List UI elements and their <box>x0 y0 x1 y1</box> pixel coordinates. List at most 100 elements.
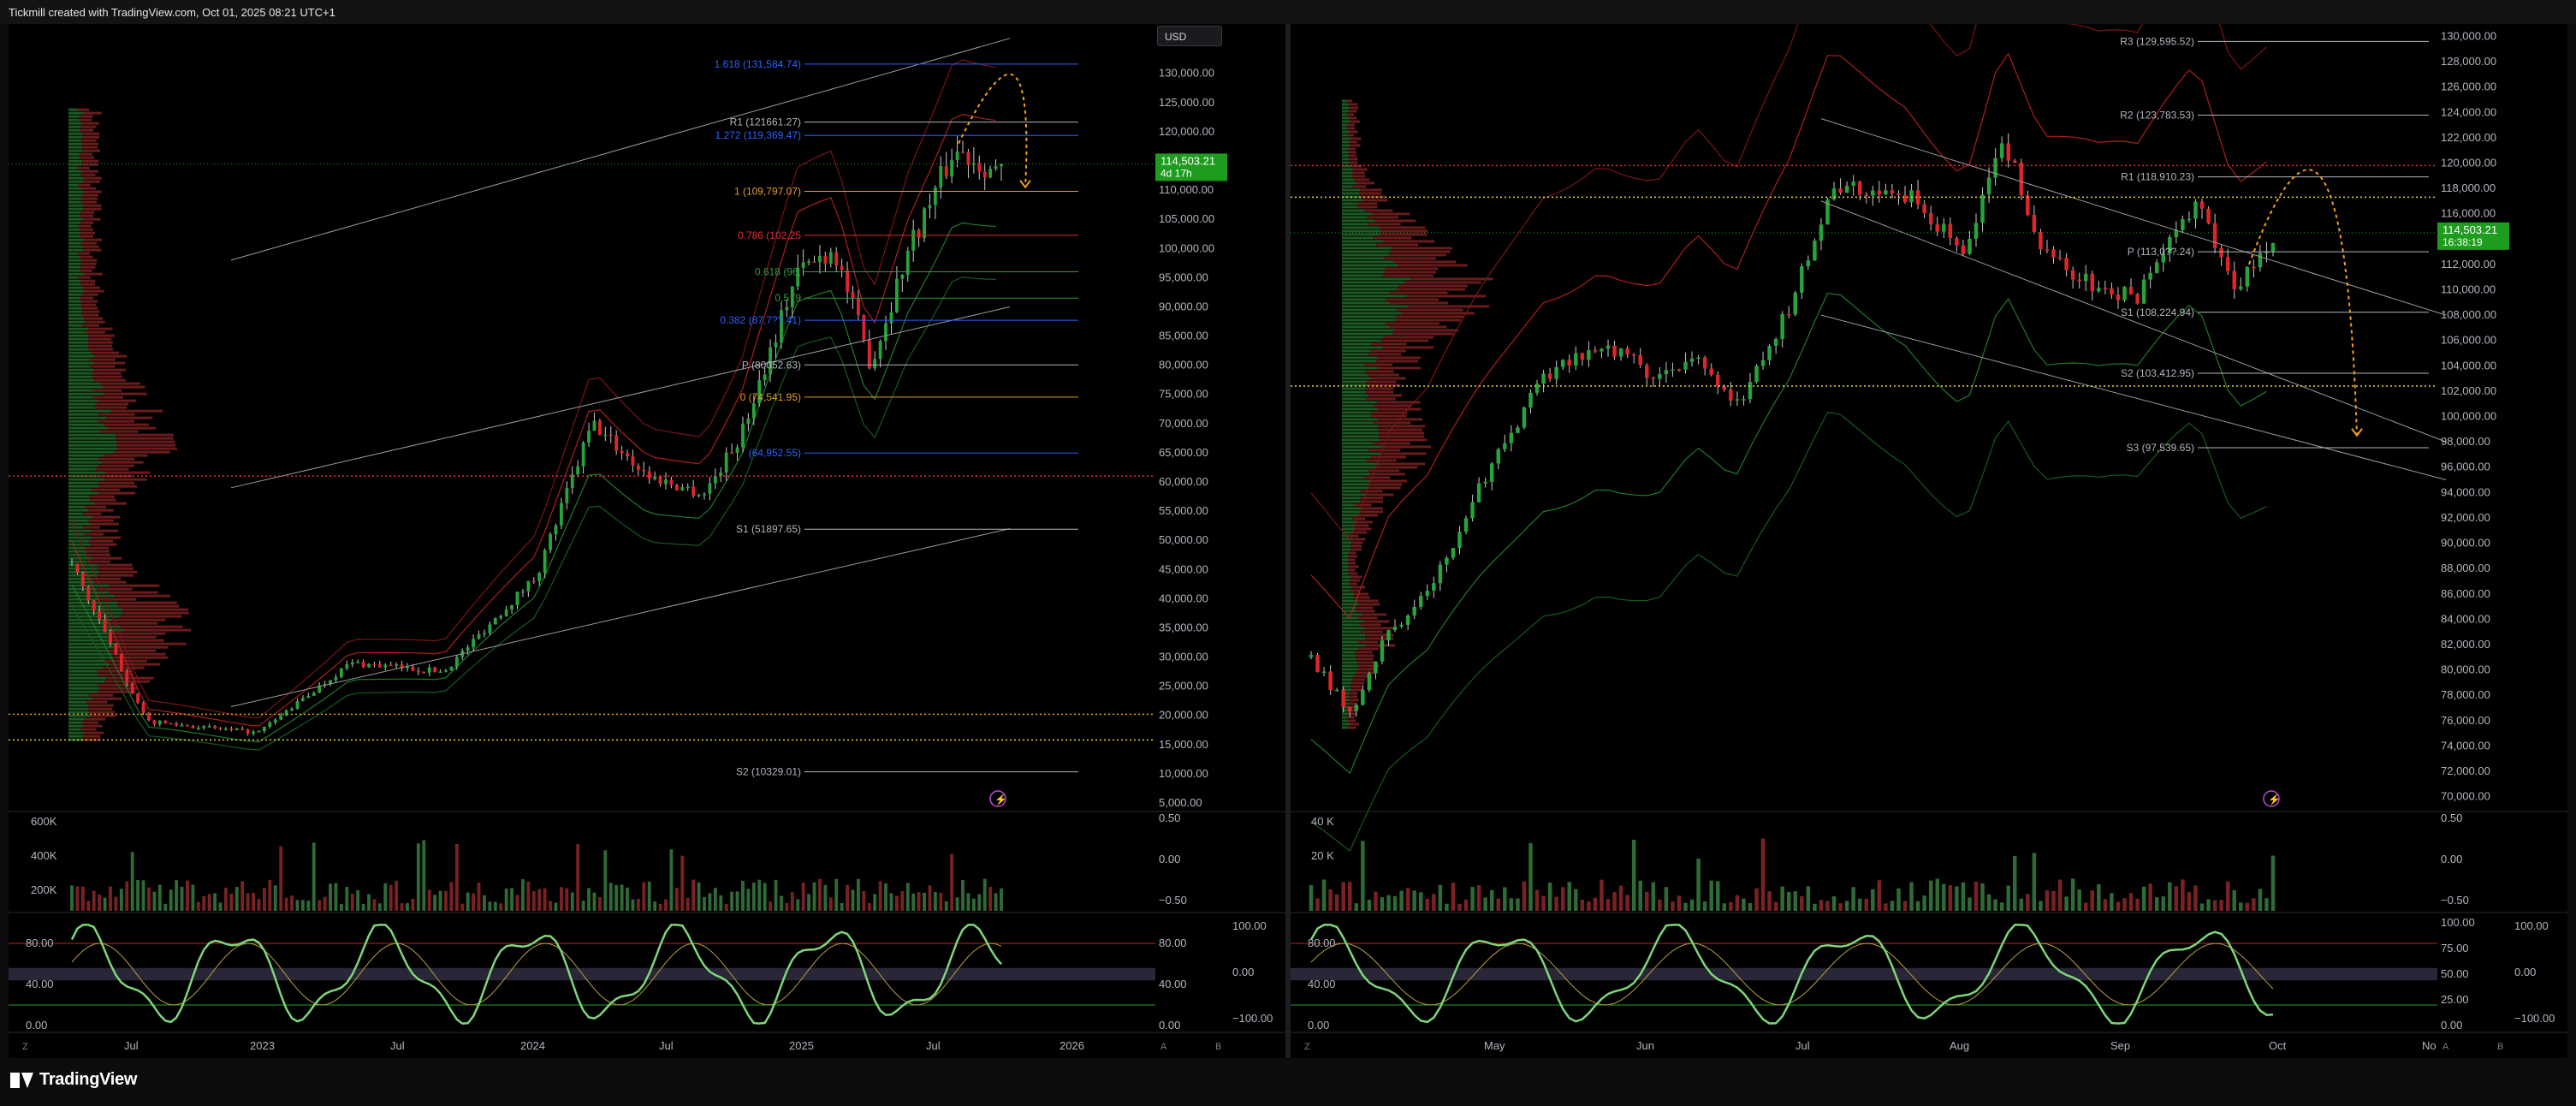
candle-down <box>834 252 839 266</box>
volume-bar <box>840 902 844 911</box>
candle-up <box>900 274 905 279</box>
volume-profile-bar <box>1354 592 1369 596</box>
volume-profile-bar <box>68 416 107 419</box>
candle-down <box>2070 270 2075 280</box>
volume-profile-bar <box>1349 555 1357 558</box>
volume-profile-bar <box>68 128 80 132</box>
volume-profile-bar <box>1348 147 1356 151</box>
volume-axis-label: 400K <box>31 849 57 862</box>
candle-down <box>730 452 734 455</box>
candle-up <box>2161 253 2166 263</box>
volume-profile-bar <box>1342 318 1396 322</box>
currency-button[interactable]: USD <box>1157 26 1222 46</box>
candle-down <box>1709 368 1713 375</box>
volume-profile-bar <box>1342 644 1366 647</box>
volume-profile-bar <box>1349 103 1358 106</box>
volume-profile-bar <box>121 642 187 645</box>
candle-up <box>785 306 789 311</box>
volume-profile-bar <box>68 279 81 282</box>
price-axis-label: 80,000.00 <box>1159 359 1208 372</box>
candle-up <box>202 726 206 728</box>
volume-bar <box>444 890 448 911</box>
tradingview-logo[interactable]: TradingView <box>10 1070 137 1090</box>
left-chart-canvas[interactable]: 130,000.00125,000.00120,000.00115,000.00… <box>9 24 1285 1058</box>
time-axis-label: Jul <box>390 1039 405 1052</box>
volume-profile-bar <box>1394 329 1459 332</box>
volume-profile-bar <box>68 365 90 368</box>
candle-down <box>614 435 619 451</box>
volume-profile-bar <box>1342 603 1359 606</box>
candle-up <box>234 728 239 730</box>
price-axis-label: 122,000.00 <box>2441 131 2496 144</box>
volume-bar <box>521 879 525 911</box>
volume-bar <box>483 895 486 911</box>
volume-profile-bar <box>114 594 170 598</box>
volume-profile-bar <box>1342 548 1351 551</box>
volume-profile-bar <box>106 676 154 680</box>
volume-bar <box>2258 889 2263 911</box>
volume-profile-bar <box>80 214 94 217</box>
volume-profile-bar <box>1342 325 1390 329</box>
volume-bar <box>818 878 822 911</box>
candle-up <box>1587 349 1591 360</box>
candle-up <box>449 666 454 671</box>
volume-bar <box>857 878 860 911</box>
volume-profile-bar <box>1366 380 1397 384</box>
volume-bar <box>653 901 657 911</box>
candle-down <box>647 471 651 479</box>
candle-up <box>1980 194 1985 223</box>
volume-profile-bar <box>1342 407 1378 411</box>
volume-bar <box>2264 898 2269 911</box>
volume-profile-bar <box>113 656 168 659</box>
volume-profile-bar <box>1404 281 1481 284</box>
volume-profile-bar <box>1342 575 1351 579</box>
candle-up <box>1534 384 1540 393</box>
volume-bar <box>1321 879 1327 911</box>
volume-bar <box>674 888 679 911</box>
volume-profile-bar <box>99 570 138 574</box>
volume-bar <box>614 884 619 911</box>
volume-profile-bar <box>1342 377 1371 380</box>
price-axis-label: 65,000.00 <box>1159 446 1208 459</box>
volume-profile-bar <box>1362 620 1390 623</box>
candle-up <box>1321 671 1327 674</box>
volume-bar <box>2032 853 2037 911</box>
volume-profile-bar <box>1360 490 1383 493</box>
oscillator-right-axis-label: 50.00 <box>2441 967 2469 980</box>
volume-bar <box>1825 901 1830 911</box>
volume-profile-bar <box>68 687 100 690</box>
right-chart-canvas[interactable]: 130,000.00128,000.00126,000.00124,000.00… <box>1291 24 2567 1058</box>
volume-bar <box>234 887 239 911</box>
candle-down <box>1348 707 1352 711</box>
candle-up <box>350 662 354 665</box>
candle-down <box>1928 213 1933 225</box>
left-chart-pane[interactable]: 130,000.00125,000.00120,000.00115,000.00… <box>9 24 1285 1058</box>
right-chart-pane[interactable]: 130,000.00 128,000.00 126,000.00 124,000.00… <box>1291 24 2567 1058</box>
brand-name: TradingView <box>39 1070 138 1089</box>
volume-bar <box>923 892 926 911</box>
volume-bar <box>2174 886 2179 911</box>
volume-profile-bar <box>87 344 112 348</box>
candle-up <box>284 710 288 716</box>
candle-up <box>1993 158 1997 178</box>
volume-profile-bar <box>81 293 99 296</box>
candle-down <box>163 720 168 723</box>
volume-profile-bar <box>1362 613 1387 616</box>
volume-profile-bar <box>1383 240 1435 243</box>
volume-bar <box>2225 881 2230 911</box>
volume-profile-bar <box>1342 497 1361 500</box>
volume-profile-bar <box>1352 517 1366 520</box>
time-axis-label: Aug <box>1950 1039 1969 1052</box>
volume-profile-bar <box>92 372 122 375</box>
volume-profile-bar <box>1342 455 1371 459</box>
candle-down <box>1315 655 1320 672</box>
volume-bar <box>669 849 674 911</box>
volume-profile-bar <box>102 666 145 669</box>
price-axis-label: 130,000.00 <box>2441 29 2496 42</box>
volume-bar <box>1574 889 1578 911</box>
pane-divider[interactable] <box>1285 24 1291 1058</box>
volume-profile-bar <box>1342 216 1368 219</box>
price-axis-label: 96,000.00 <box>2441 461 2490 473</box>
volume-bar <box>2051 890 2056 911</box>
volume-profile-bar <box>1357 668 1377 671</box>
